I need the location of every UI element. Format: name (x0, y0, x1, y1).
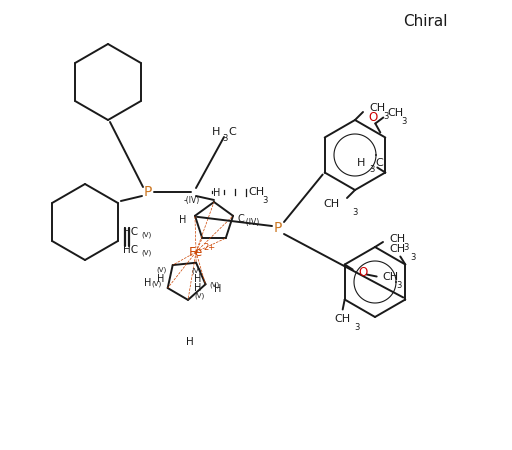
Text: CH: CH (389, 234, 405, 244)
Text: CH: CH (369, 103, 385, 113)
Text: (V): (V) (157, 267, 167, 273)
Text: 3: 3 (222, 134, 227, 143)
Text: CH: CH (323, 199, 339, 209)
Text: O: O (359, 266, 368, 279)
Text: 3: 3 (355, 324, 360, 333)
Text: -(IV): -(IV) (184, 195, 200, 204)
Text: (V): (V) (209, 281, 220, 288)
Text: -(IV): -(IV) (244, 217, 260, 226)
Text: H: H (157, 274, 165, 284)
Text: 3: 3 (383, 112, 389, 121)
Text: H: H (211, 127, 220, 137)
Text: CH: CH (389, 244, 406, 255)
Text: P: P (144, 185, 152, 199)
Text: (V): (V) (141, 232, 151, 238)
Text: H: H (357, 158, 365, 167)
Text: 3: 3 (403, 243, 409, 252)
Text: 3: 3 (397, 280, 402, 289)
Text: 2+: 2+ (203, 243, 215, 252)
Text: H: H (144, 278, 152, 288)
Text: 3: 3 (410, 253, 416, 262)
Text: HC: HC (123, 245, 138, 255)
Text: 3: 3 (262, 196, 267, 205)
Text: (V): (V) (141, 250, 151, 256)
Text: C: C (237, 214, 244, 224)
Text: CH: CH (248, 187, 264, 197)
Text: 3: 3 (369, 166, 375, 175)
Text: CH: CH (382, 271, 399, 282)
Text: H: H (214, 284, 221, 294)
Text: O: O (369, 111, 378, 124)
Text: C: C (375, 158, 383, 167)
Text: (V): (V) (194, 292, 204, 299)
Text: Fe: Fe (189, 246, 203, 258)
Text: (V): (V) (191, 267, 201, 274)
Text: 3: 3 (352, 208, 357, 217)
Text: 3: 3 (401, 117, 407, 126)
Text: CH: CH (387, 108, 403, 118)
Text: (V): (V) (152, 281, 162, 287)
Text: C: C (228, 127, 236, 137)
Text: H: H (194, 283, 201, 293)
Text: H: H (195, 274, 202, 284)
Text: P: P (274, 221, 282, 235)
Text: HC: HC (123, 227, 138, 237)
Text: CH: CH (335, 315, 351, 324)
Text: Chiral: Chiral (403, 14, 447, 30)
Text: H: H (179, 215, 186, 225)
Text: H: H (214, 188, 221, 198)
Text: H: H (186, 337, 194, 347)
